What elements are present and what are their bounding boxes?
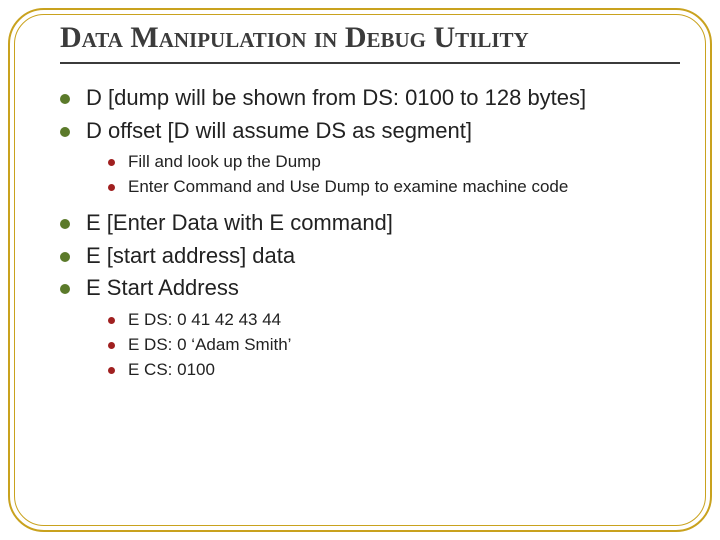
list-item-text: E [start address] data — [86, 243, 295, 268]
sub-list: Fill and look up the Dump Enter Command … — [108, 151, 680, 199]
list-item-text: D offset [D will assume DS as segment] — [86, 118, 472, 143]
list-item-text: E CS: 0100 — [128, 360, 215, 379]
list-item: E DS: 0 41 42 43 44 — [108, 309, 680, 332]
list-item: D offset [D will assume DS as segment] F… — [60, 117, 680, 199]
list-item: D [dump will be shown from DS: 0100 to 1… — [60, 84, 680, 113]
list-item: E CS: 0100 — [108, 359, 680, 382]
list-item-text: D [dump will be shown from DS: 0100 to 1… — [86, 85, 586, 110]
sub-list: E DS: 0 41 42 43 44 E DS: 0 ‘Adam Smith’… — [108, 309, 680, 382]
list-item-text: Fill and look up the Dump — [128, 152, 321, 171]
list-item: E [Enter Data with E command] — [60, 209, 680, 238]
slide-content: Data Manipulation in Debug Utility D [du… — [60, 20, 680, 520]
list-item-text: E DS: 0 41 42 43 44 — [128, 310, 281, 329]
list-item: E DS: 0 ‘Adam Smith’ — [108, 334, 680, 357]
list-item-text: E [Enter Data with E command] — [86, 210, 393, 235]
slide: Data Manipulation in Debug Utility D [du… — [0, 0, 720, 540]
list-item: Enter Command and Use Dump to examine ma… — [108, 176, 680, 199]
list-item: Fill and look up the Dump — [108, 151, 680, 174]
list-item: E Start Address E DS: 0 41 42 43 44 E DS… — [60, 274, 680, 381]
list-item-text: E DS: 0 ‘Adam Smith’ — [128, 335, 291, 354]
bullet-list: D [dump will be shown from DS: 0100 to 1… — [60, 84, 680, 382]
slide-title: Data Manipulation in Debug Utility — [60, 20, 680, 56]
list-item-text: E Start Address — [86, 275, 239, 300]
list-item: E [start address] data — [60, 242, 680, 271]
title-rule — [60, 62, 680, 64]
list-item-text: Enter Command and Use Dump to examine ma… — [128, 177, 568, 196]
